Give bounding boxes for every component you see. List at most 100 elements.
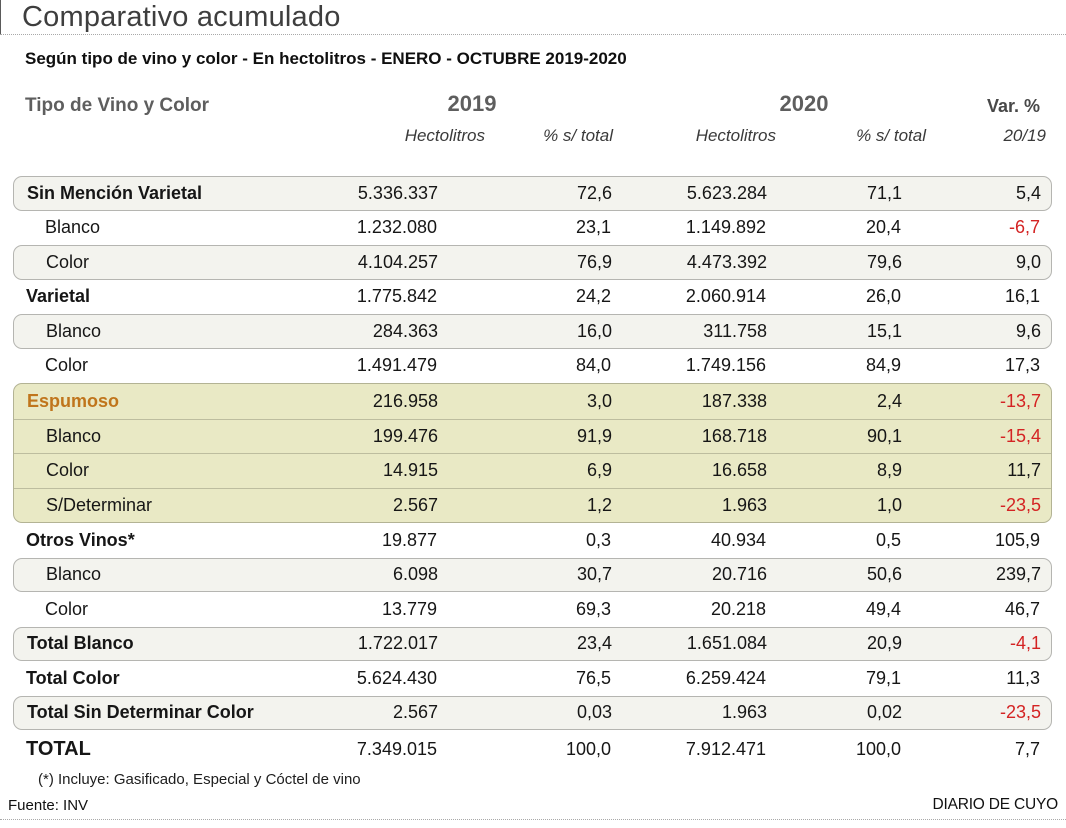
cell-hectolitros-2019: 13.779 bbox=[381, 598, 437, 619]
cell-pct-2019: 0,3 bbox=[585, 529, 611, 550]
row-label: Blanco bbox=[45, 217, 101, 238]
table-row: Blanco 1.232.080 23,1 1.149.892 20,4 -6,… bbox=[13, 211, 1052, 246]
cell-pct-2020: 90,1 bbox=[866, 425, 902, 446]
row-label: Blanco bbox=[46, 564, 102, 585]
cell-pct-2019: 23,1 bbox=[575, 217, 611, 238]
cell-pct-2019: 16,0 bbox=[576, 320, 612, 341]
cell-hectolitros-2019: 19.877 bbox=[381, 529, 437, 550]
row-label: Color bbox=[45, 598, 89, 619]
cell-var-percent: -15,4 bbox=[999, 425, 1041, 446]
cell-hectolitros-2019: 284.363 bbox=[372, 320, 438, 341]
cell-hectolitros-2020: 1.651.084 bbox=[686, 633, 767, 654]
cell-hectolitros-2019: 1.775.842 bbox=[356, 286, 437, 307]
row-label: Total Sin Determinar Color bbox=[27, 702, 254, 723]
cell-pct-2020: 84,9 bbox=[865, 355, 901, 376]
cell-var-percent: 46,7 bbox=[1004, 598, 1040, 619]
cell-hectolitros-2019: 199.476 bbox=[372, 425, 438, 446]
cell-hectolitros-2020: 20.218 bbox=[710, 598, 766, 619]
cell-pct-2020: 0,5 bbox=[875, 529, 901, 550]
cell-pct-2020: 79,1 bbox=[865, 667, 901, 688]
table-row: Color 4.104.257 76,9 4.473.392 79,6 9,0 bbox=[13, 245, 1052, 280]
cell-hectolitros-2020: 40.934 bbox=[710, 529, 766, 550]
row-label: Blanco bbox=[46, 320, 102, 341]
table-body: Sin Mención Varietal 5.336.337 72,6 5.62… bbox=[13, 176, 1052, 768]
row-label: Sin Mención Varietal bbox=[27, 182, 203, 203]
cell-hectolitros-2020: 1.963 bbox=[721, 494, 767, 515]
row-label: Blanco bbox=[46, 425, 102, 446]
cell-hectolitros-2020: 16.658 bbox=[711, 460, 767, 481]
table-row: Otros Vinos* 19.877 0,3 40.934 0,5 105,9 bbox=[13, 523, 1052, 558]
subheader-hectolitros-2020: Hectolitros bbox=[695, 126, 776, 145]
cell-pct-2019: 0,03 bbox=[576, 702, 612, 723]
subheader-pct-2019: % s/ total bbox=[543, 126, 613, 145]
cell-hectolitros-2020: 1.149.892 bbox=[685, 217, 766, 238]
cell-pct-2019: 23,4 bbox=[576, 633, 612, 654]
cell-var-percent: 16,1 bbox=[1004, 286, 1040, 307]
cell-var-percent: 11,7 bbox=[1007, 460, 1041, 481]
footer-bar: Fuente: INV DIARIO DE CUYO bbox=[0, 796, 1066, 820]
subheader-var-period: 20/19 bbox=[1003, 126, 1046, 145]
cell-hectolitros-2019: 7.349.015 bbox=[356, 738, 437, 759]
year-2019-header: 2019 bbox=[447, 91, 497, 116]
cell-pct-2019: 72,6 bbox=[576, 182, 612, 203]
row-label: Total Blanco bbox=[27, 633, 134, 654]
cell-var-percent: -6,7 bbox=[1008, 217, 1040, 238]
cell-pct-2019: 30,7 bbox=[576, 564, 612, 585]
row-label: Otros Vinos* bbox=[26, 529, 135, 550]
cell-var-percent: -23,5 bbox=[999, 494, 1041, 515]
cell-pct-2020: 79,6 bbox=[866, 251, 902, 272]
cell-var-percent: -4,1 bbox=[1009, 633, 1041, 654]
cell-pct-2020: 2,4 bbox=[876, 390, 902, 411]
cell-pct-2019: 3,0 bbox=[586, 390, 612, 411]
page-title: Comparativo acumulado bbox=[22, 1, 341, 33]
var-percent-header: Var. % bbox=[986, 96, 1040, 116]
row-label: Total Color bbox=[26, 667, 120, 688]
cell-pct-2019: 6,9 bbox=[586, 460, 612, 481]
cell-pct-2019: 84,0 bbox=[575, 355, 611, 376]
column-group-label: Tipo de Vino y Color bbox=[25, 95, 210, 116]
cell-pct-2020: 1,0 bbox=[876, 494, 902, 515]
row-label: Espumoso bbox=[27, 390, 120, 411]
table-row: Varietal 1.775.842 24,2 2.060.914 26,0 1… bbox=[13, 280, 1052, 315]
table-footnote: (*) Incluye: Gasificado, Especial y Cóct… bbox=[38, 771, 361, 788]
cell-pct-2019: 91,9 bbox=[576, 425, 612, 446]
subheader-pct-2020: % s/ total bbox=[856, 126, 926, 145]
table-subtitle: Según tipo de vino y color - En hectolit… bbox=[25, 49, 627, 68]
table-row: Blanco 6.098 30,7 20.716 50,6 239,7 bbox=[13, 557, 1052, 592]
cell-pct-2020: 71,1 bbox=[866, 182, 902, 203]
cell-hectolitros-2020: 4.473.392 bbox=[686, 251, 767, 272]
cell-pct-2020: 49,4 bbox=[865, 598, 901, 619]
table-row: Blanco 284.363 16,0 311.758 15,1 9,6 bbox=[13, 314, 1052, 349]
cell-pct-2019: 100,0 bbox=[565, 738, 611, 759]
wine-table: Tipo de Vino y Color 2019 2020 Var. % He… bbox=[13, 89, 1052, 788]
cell-var-percent: -23,5 bbox=[999, 702, 1041, 723]
cell-hectolitros-2019: 6.098 bbox=[392, 564, 438, 585]
cell-pct-2019: 76,9 bbox=[576, 251, 612, 272]
cell-hectolitros-2019: 2.567 bbox=[392, 702, 438, 723]
cell-hectolitros-2019: 5.624.430 bbox=[356, 667, 437, 688]
table-header-groups: Tipo de Vino y Color 2019 2020 Var. % bbox=[13, 89, 1052, 117]
row-label: Color bbox=[45, 355, 89, 376]
cell-pct-2019: 76,5 bbox=[575, 667, 611, 688]
cell-hectolitros-2020: 20.716 bbox=[711, 564, 767, 585]
cell-hectolitros-2019: 1.232.080 bbox=[356, 217, 437, 238]
cell-hectolitros-2019: 14.915 bbox=[382, 460, 438, 481]
cell-hectolitros-2020: 187.338 bbox=[701, 390, 767, 411]
cell-pct-2020: 26,0 bbox=[865, 286, 901, 307]
espumoso-section: Espumoso 216.958 3,0 187.338 2,4 -13,7 B… bbox=[13, 383, 1052, 523]
cell-pct-2019: 1,2 bbox=[586, 494, 612, 515]
cell-hectolitros-2020: 1.749.156 bbox=[685, 355, 766, 376]
row-label: S/Determinar bbox=[46, 494, 153, 515]
cell-hectolitros-2020: 7.912.471 bbox=[685, 738, 766, 759]
cell-hectolitros-2020: 2.060.914 bbox=[685, 286, 766, 307]
row-label: Varietal bbox=[26, 286, 91, 307]
row-label: Color bbox=[46, 251, 90, 272]
cell-pct-2020: 0,02 bbox=[866, 702, 902, 723]
publication-credit: DIARIO DE CUYO bbox=[932, 796, 1058, 813]
table-subheaders: Hectolitros % s/ total Hectolitros % s/ … bbox=[13, 117, 1052, 155]
cell-hectolitros-2020: 311.758 bbox=[703, 320, 767, 341]
cell-hectolitros-2019: 2.567 bbox=[392, 494, 438, 515]
cell-var-percent: 11,3 bbox=[1006, 667, 1040, 688]
cell-pct-2019: 24,2 bbox=[575, 286, 611, 307]
table-row: Color 14.915 6,9 16.658 8,9 11,7 bbox=[14, 453, 1051, 488]
